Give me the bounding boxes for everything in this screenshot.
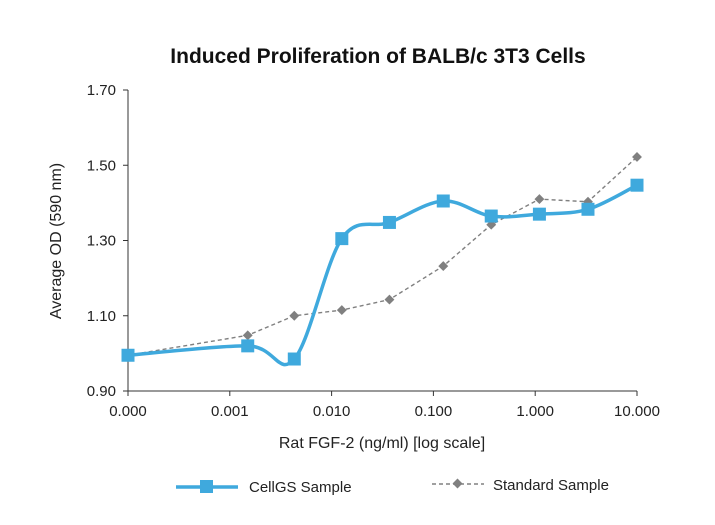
data-point-cellgs <box>581 202 595 216</box>
x-tick-label: 0.100 <box>415 403 453 420</box>
chart-title: Induced Proliferation of BALB/c 3T3 Cell… <box>170 45 585 68</box>
plot-area: 0.90 1.10 1.30 1.50 1.70 0.000 0.001 0.010 0.100… <box>87 82 660 420</box>
x-tick-label: 0.000 <box>109 403 147 420</box>
x-tick-label: 10.000 <box>614 403 660 420</box>
y-tick-label: 1.50 <box>87 157 116 174</box>
x-tick-label: 0.010 <box>313 403 351 420</box>
data-point-cellgs <box>121 348 135 362</box>
data-point-standard <box>438 261 449 272</box>
legend-marker-standard <box>452 478 463 489</box>
data-point-cellgs <box>630 178 644 192</box>
legend: CellGS Sample Standard Sample <box>176 477 609 496</box>
y-tick-label: 1.30 <box>87 233 116 250</box>
x-tick-label: 1.000 <box>516 403 554 420</box>
data-point-cellgs <box>287 352 301 366</box>
data-point-standard <box>336 305 347 316</box>
series-line-cellgs <box>127 183 638 367</box>
data-point-cellgs <box>436 194 450 208</box>
legend-label-cellgs: CellGS Sample <box>249 479 352 496</box>
x-tick-label: 0.001 <box>211 403 249 420</box>
data-point-cellgs <box>382 215 396 229</box>
data-point-cellgs <box>484 209 498 223</box>
x-axis-label: Rat FGF-2 (ng/ml) [log scale] <box>279 435 485 452</box>
data-point-standard <box>534 194 545 205</box>
legend-item-cellgs: CellGS Sample <box>176 479 352 496</box>
legend-label-standard: Standard Sample <box>493 477 609 494</box>
data-point-standard <box>289 310 300 321</box>
data-point-standard <box>242 330 253 341</box>
legend-marker-cellgs <box>200 480 213 493</box>
y-tick-label: 1.10 <box>87 308 116 325</box>
data-point-cellgs <box>532 207 546 221</box>
legend-item-standard: Standard Sample <box>432 477 609 494</box>
data-point-cellgs <box>241 339 255 353</box>
y-tick-label: 1.70 <box>87 82 116 99</box>
data-point-standard <box>384 294 395 305</box>
y-axis-label: Average OD (590 nm) <box>48 163 65 319</box>
series-line-standard <box>127 156 638 356</box>
data-point-standard <box>632 152 642 162</box>
y-tick-label: 0.90 <box>87 383 116 400</box>
data-point-cellgs <box>335 232 349 246</box>
